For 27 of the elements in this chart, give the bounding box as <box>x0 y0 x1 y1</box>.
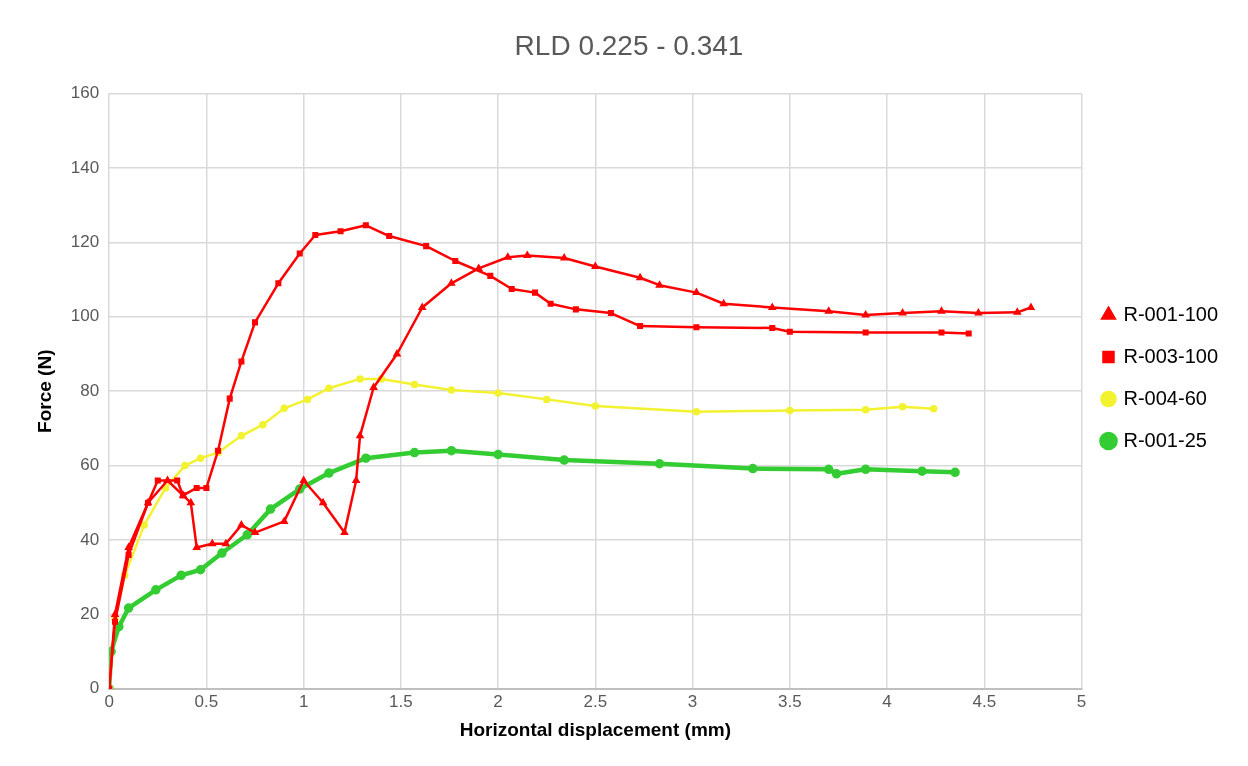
y-tick-label: 120 <box>70 232 100 252</box>
y-tick-label: 100 <box>70 306 100 326</box>
y-tick-label: 0 <box>89 678 100 698</box>
legend-label: R-003-100 <box>1123 344 1219 367</box>
x-tick-label: 3.5 <box>777 691 802 711</box>
chart-title: RLD 0.225 - 0.341 <box>514 29 744 61</box>
y-tick-label: 80 <box>80 380 100 400</box>
x-tick-label: 3 <box>687 691 698 711</box>
x-tick-label: 4.5 <box>972 691 997 711</box>
x-tick-label: 2.5 <box>583 691 608 711</box>
y-tick-label: 20 <box>80 604 100 624</box>
legend-label: R-001-100 <box>1123 302 1219 325</box>
legend-label: R-001-25 <box>1123 428 1207 451</box>
x-tick-label: 0.5 <box>194 691 219 711</box>
legend-label: R-004-60 <box>1123 386 1207 409</box>
x-tick-label: 1.5 <box>389 691 413 711</box>
x-tick-label: 5 <box>1076 691 1087 711</box>
y-tick-label: 60 <box>80 455 100 475</box>
x-tick-label: 4 <box>882 691 892 711</box>
x-axis-title: Horizontal displacement (mm) <box>459 718 731 740</box>
y-tick-label: 140 <box>70 157 100 177</box>
x-tick-label: 0 <box>104 691 114 711</box>
x-tick-label: 2 <box>493 691 503 711</box>
y-tick-label: 160 <box>70 83 100 103</box>
y-tick-label: 40 <box>80 529 100 549</box>
x-tick-label: 1 <box>298 691 309 711</box>
y-axis-title: Force (N) <box>33 349 55 433</box>
